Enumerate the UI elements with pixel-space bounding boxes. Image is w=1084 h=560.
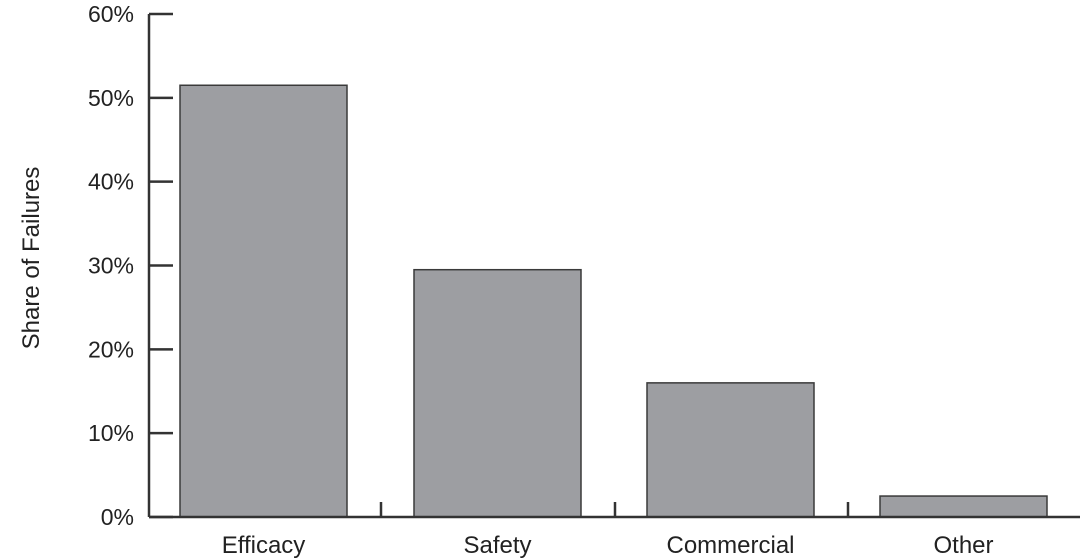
bar-commercial bbox=[646, 382, 815, 518]
y-tick-label: 20% bbox=[88, 336, 134, 362]
axes-layer bbox=[147, 12, 1080, 519]
bar-safety bbox=[413, 268, 582, 518]
bar-efficacy bbox=[179, 84, 348, 518]
y-tick-label: 40% bbox=[88, 169, 134, 195]
y-axis-title: Share of Failures bbox=[18, 167, 45, 350]
y-tick-label: 60% bbox=[88, 1, 134, 27]
x-tick-label: Commercial bbox=[666, 532, 794, 559]
y-tick-label: 10% bbox=[88, 420, 134, 446]
bar-other bbox=[879, 495, 1048, 518]
labels-layer: 0% 10% 20% 30% 40% 50% 60% Efficacy Safety Commer… bbox=[88, 1, 994, 559]
y-tick-label: 0% bbox=[101, 504, 134, 530]
x-tick-label: Efficacy bbox=[222, 532, 306, 559]
x-tick-label: Other bbox=[933, 532, 993, 559]
bars-layer bbox=[179, 84, 1048, 518]
y-tick-label: 50% bbox=[88, 85, 134, 111]
y-tick-label: 30% bbox=[88, 253, 134, 279]
x-tick-label: Safety bbox=[463, 532, 531, 559]
